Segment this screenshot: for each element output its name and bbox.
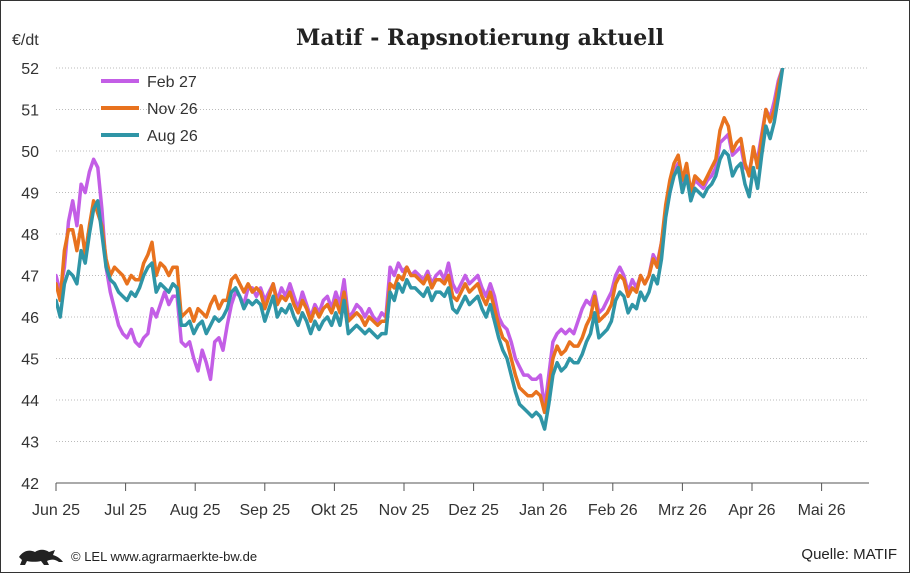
y-tick-label: 42: [21, 476, 39, 493]
y-tick-labels: 42 43 44 45 46 47 48 49 50 51 52: [21, 61, 39, 493]
x-tick-label: Mrz 26: [658, 502, 707, 519]
legend-label: Aug 26: [147, 128, 198, 145]
legend-label: Feb 27: [147, 74, 197, 91]
chart-title: Matif - Rapsnotierung aktuell: [296, 25, 664, 51]
x-tick-label: Apr 26: [728, 502, 775, 519]
x-tick-label: Nov 25: [379, 502, 430, 519]
y-tick-label: 44: [21, 393, 39, 410]
lion-logo-icon: [19, 549, 63, 565]
source-text: Quelle: MATIF: [801, 546, 897, 563]
y-tick-label: 52: [21, 61, 39, 78]
x-tick-label: Jun 25: [32, 502, 80, 519]
x-tick-label: Sep 25: [239, 502, 290, 519]
x-tick-label: Dez 25: [448, 502, 499, 519]
legend: Feb 27 Nov 26 Aug 26: [101, 74, 198, 145]
y-tick-label: 46: [21, 310, 39, 327]
series-lines: [56, 68, 785, 431]
y-tick-label: 50: [21, 144, 39, 161]
y-tick-label: 51: [21, 103, 39, 120]
x-tick-label: Aug 25: [170, 502, 221, 519]
series-line-nov-26: [56, 68, 785, 415]
y-axis-unit: €/dt: [12, 32, 39, 49]
y-tick-label: 47: [21, 269, 39, 286]
x-tick-labels: Jun 25 Jul 25 Aug 25 Sep 25 Okt 25 Nov 25 Dez …: [32, 483, 846, 519]
series-line-aug-26: [56, 68, 785, 431]
copyright-text: © LEL www.agrarmaerkte-bw.de: [71, 549, 257, 564]
y-tick-label: 49: [21, 186, 39, 203]
y-tick-label: 45: [21, 352, 39, 369]
legend-label: Nov 26: [147, 101, 198, 118]
y-tick-label: 48: [21, 227, 39, 244]
x-tick-label: Mai 26: [798, 502, 846, 519]
series-line-feb-27: [56, 68, 785, 411]
x-tick-label: Jul 25: [104, 502, 147, 519]
x-tick-label: Jan 26: [519, 502, 567, 519]
y-tick-label: 43: [21, 435, 39, 452]
x-tick-label: Feb 26: [588, 502, 638, 519]
x-tick-label: Okt 25: [311, 502, 358, 519]
